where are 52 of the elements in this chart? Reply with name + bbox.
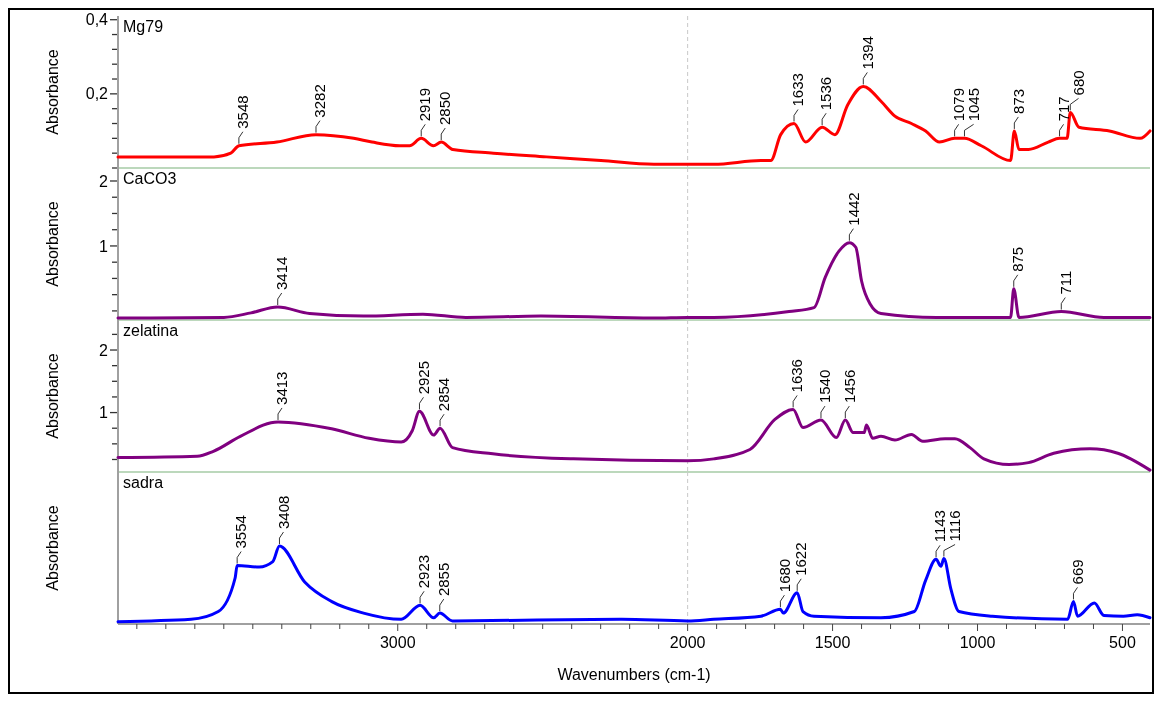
y-axis-title: Absorbance xyxy=(44,505,61,591)
chart-title: Mg79 xyxy=(123,18,164,35)
annotation: 3554 xyxy=(232,515,250,549)
x-axis-title: Wavenumbers (cm-1) xyxy=(557,666,711,683)
chart-title: zelatina xyxy=(123,322,179,339)
annotation: 3408 xyxy=(274,495,292,530)
x-tick-label: 1500 xyxy=(814,634,851,651)
line-series xyxy=(116,241,1152,320)
y-tick-label: 1 xyxy=(99,404,109,422)
annotation: 873 xyxy=(1009,88,1027,114)
annotation: 2855 xyxy=(435,562,453,597)
y-tick-label: 1 xyxy=(99,237,109,255)
annotation: 1045 xyxy=(964,87,982,122)
y-axis-title: Absorbance xyxy=(44,353,61,439)
y-tick-label: 2 xyxy=(99,341,109,359)
annotation: 711 xyxy=(1056,270,1074,295)
y-tick-label: 2 xyxy=(99,172,109,190)
y-tick-label: 0,2 xyxy=(85,85,109,103)
annotation: 1143 xyxy=(931,510,949,543)
annotation: 669 xyxy=(1068,559,1086,585)
chart-title: CaCO3 xyxy=(123,170,177,187)
chart-title: sadra xyxy=(123,474,164,491)
annotation: 2854 xyxy=(435,377,453,412)
annotation: 3282 xyxy=(311,84,329,118)
annotation: 3414 xyxy=(272,256,290,291)
x-tick-label: 1000 xyxy=(959,634,996,651)
annotation: 2923 xyxy=(415,554,433,589)
y-axis-title: Absorbance xyxy=(44,201,61,287)
annotation: 1636 xyxy=(788,359,806,393)
annotation: 2925 xyxy=(414,360,432,395)
annotation: 2919 xyxy=(416,87,434,122)
annotation: 875 xyxy=(1009,246,1026,272)
annotation: 1680 xyxy=(775,558,793,593)
annotation: 717 xyxy=(1054,96,1072,122)
annotation: 1116 xyxy=(946,510,964,542)
annotation: 1079 xyxy=(949,87,967,122)
annotation: 1394 xyxy=(858,36,876,70)
annotation: 3413 xyxy=(273,371,291,405)
annotation: 1622 xyxy=(792,542,810,576)
annotation: 2850 xyxy=(436,91,454,126)
annotation: 1540 xyxy=(816,369,834,404)
y-axis-title: Absorbance xyxy=(44,49,61,135)
x-tick-label: 500 xyxy=(1109,634,1136,651)
annotation: 3548 xyxy=(234,95,252,129)
annotation: 1456 xyxy=(840,369,858,404)
annotation: 1442 xyxy=(844,192,862,226)
annotation: 1536 xyxy=(817,76,835,111)
y-tick-label: 0,4 xyxy=(85,11,109,29)
x-tick-label: 2000 xyxy=(669,634,706,651)
annotation: 680 xyxy=(1069,70,1087,96)
annotation: 1633 xyxy=(789,73,807,107)
x-tick-label: 3000 xyxy=(379,634,416,651)
